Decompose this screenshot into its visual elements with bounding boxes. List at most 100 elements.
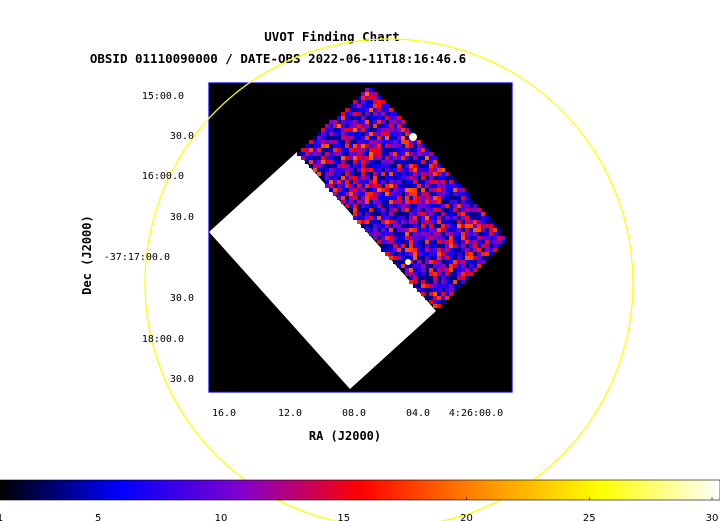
heatmap-cell — [441, 216, 445, 220]
heatmap-cell — [357, 160, 361, 164]
heatmap-cell — [397, 260, 401, 264]
heatmap-cell — [317, 152, 321, 156]
y-tick-label: 30.0 — [170, 131, 194, 142]
heatmap-cell — [389, 124, 393, 128]
heatmap-cell — [341, 148, 345, 152]
heatmap-cell — [373, 172, 377, 176]
heatmap-cell — [457, 196, 461, 200]
heatmap-cell — [365, 180, 369, 184]
heatmap-cell — [469, 248, 473, 252]
heatmap-cell — [389, 164, 393, 168]
heatmap-cell — [481, 232, 485, 236]
heatmap-cell — [421, 188, 425, 192]
heatmap-cell — [373, 236, 377, 240]
heatmap-cell — [433, 200, 437, 204]
heatmap-cell — [429, 232, 433, 236]
heatmap-cell — [465, 244, 469, 248]
heatmap-cell — [377, 160, 381, 164]
heatmap-cell — [373, 200, 377, 204]
heatmap-cell — [385, 220, 389, 224]
heatmap-cell — [409, 276, 413, 280]
heatmap-cell — [433, 272, 437, 276]
heatmap-cell — [429, 152, 433, 156]
heatmap-cell — [377, 168, 381, 172]
heatmap-cell — [409, 208, 413, 212]
heatmap-cell — [429, 216, 433, 220]
heatmap-cell — [357, 116, 361, 120]
heatmap-cell — [325, 184, 329, 188]
heatmap-cell — [453, 244, 457, 248]
heatmap-cell — [385, 232, 389, 236]
heatmap-cell — [341, 184, 345, 188]
heatmap-cell — [317, 164, 321, 168]
heatmap-cell — [401, 152, 405, 156]
heatmap-cell — [429, 196, 433, 200]
heatmap-cell — [385, 156, 389, 160]
heatmap-cell — [465, 248, 469, 252]
heatmap-cell — [453, 272, 457, 276]
heatmap-cell — [389, 248, 393, 252]
heatmap-cell — [441, 276, 445, 280]
heatmap-cell — [445, 188, 449, 192]
heatmap-cell — [385, 176, 389, 180]
heatmap-cell — [321, 172, 325, 176]
heatmap-cell — [361, 220, 365, 224]
heatmap-cell — [357, 144, 361, 148]
heatmap-cell — [385, 164, 389, 168]
heatmap-cell — [309, 148, 313, 152]
heatmap-cell — [409, 272, 413, 276]
heatmap-cell — [425, 212, 429, 216]
heatmap-cell — [369, 144, 373, 148]
heatmap-cell — [381, 104, 385, 108]
heatmap-cell — [449, 192, 453, 196]
heatmap-cell — [373, 216, 377, 220]
heatmap-cell — [381, 136, 385, 140]
heatmap-cell — [405, 172, 409, 176]
heatmap-cell — [385, 148, 389, 152]
heatmap-cell — [381, 196, 385, 200]
heatmap-cell — [469, 232, 473, 236]
heatmap-cell — [349, 200, 353, 204]
heatmap-cell — [373, 228, 377, 232]
heatmap-cell — [385, 200, 389, 204]
heatmap-cell — [453, 248, 457, 252]
heatmap-cell — [377, 112, 381, 116]
heatmap-cell — [329, 140, 333, 144]
heatmap-cell — [461, 188, 465, 192]
heatmap-cell — [481, 260, 485, 264]
y-tick-label: 16:00.0 — [142, 171, 184, 182]
heatmap-cell — [381, 168, 385, 172]
heatmap-cell — [429, 164, 433, 168]
heatmap-cell — [429, 272, 433, 276]
heatmap-cell — [465, 228, 469, 232]
heatmap-cell — [457, 260, 461, 264]
heatmap-cell — [493, 244, 497, 248]
heatmap-cell — [361, 148, 365, 152]
heatmap-cell — [429, 168, 433, 172]
heatmap-cell — [381, 192, 385, 196]
heatmap-cell — [453, 280, 457, 284]
heatmap-cell — [341, 176, 345, 180]
heatmap-cell — [461, 264, 465, 268]
heatmap-cell — [417, 144, 421, 148]
heatmap-cell — [341, 192, 345, 196]
heatmap-cell — [421, 144, 425, 148]
heatmap-cell — [469, 240, 473, 244]
heatmap-cell — [329, 148, 333, 152]
heatmap-cell — [433, 168, 437, 172]
heatmap-cell — [353, 184, 357, 188]
heatmap-cell — [349, 168, 353, 172]
heatmap-cell — [457, 188, 461, 192]
heatmap-cell — [453, 224, 457, 228]
heatmap-cell — [385, 168, 389, 172]
heatmap-cell — [353, 156, 357, 160]
heatmap-cell — [397, 144, 401, 148]
heatmap-cell — [397, 148, 401, 152]
heatmap-cell — [349, 148, 353, 152]
heatmap-cell — [377, 192, 381, 196]
heatmap-cell — [417, 280, 421, 284]
heatmap-cell — [445, 224, 449, 228]
heatmap-cell — [377, 176, 381, 180]
heatmap-cell — [477, 216, 481, 220]
heatmap-cell — [337, 188, 341, 192]
